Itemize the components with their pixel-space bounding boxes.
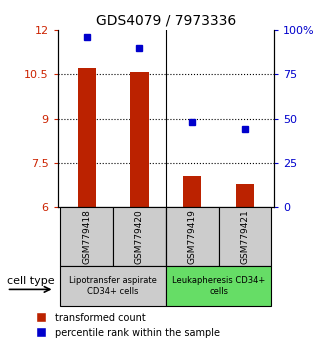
Text: GSM779418: GSM779418	[82, 209, 91, 264]
Text: cell type: cell type	[7, 275, 54, 286]
Bar	[166, 266, 271, 306]
Bar	[236, 184, 254, 207]
Bar	[166, 207, 218, 266]
Text: Leukapheresis CD34+
cells: Leukapheresis CD34+ cells	[172, 276, 265, 296]
Bar	[130, 72, 149, 207]
Bar	[113, 207, 166, 266]
Text: Lipotransfer aspirate
CD34+ cells: Lipotransfer aspirate CD34+ cells	[69, 276, 157, 296]
Bar	[218, 207, 271, 266]
Bar	[183, 176, 201, 207]
Bar	[60, 207, 113, 266]
Text: GSM779420: GSM779420	[135, 209, 144, 264]
Legend: transformed count, percentile rank within the sample: transformed count, percentile rank withi…	[31, 313, 219, 338]
Bar	[60, 266, 166, 306]
Text: GSM779421: GSM779421	[240, 209, 249, 264]
Bar	[78, 68, 96, 207]
Text: GSM779419: GSM779419	[188, 209, 197, 264]
Title: GDS4079 / 7973336: GDS4079 / 7973336	[96, 13, 236, 28]
